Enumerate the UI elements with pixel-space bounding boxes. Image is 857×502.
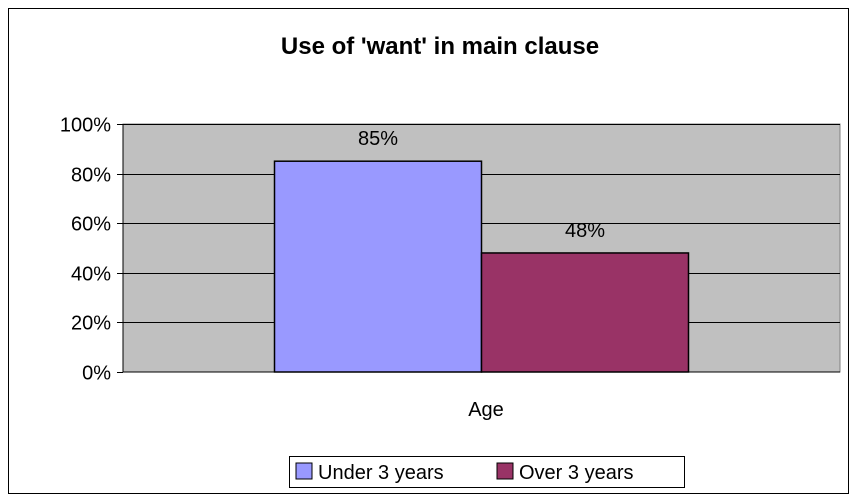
- y-tick-label: 60%: [71, 214, 111, 236]
- chart-title: Use of 'want' in main clause: [281, 33, 599, 60]
- legend-label-under-3-years: Under 3 years: [318, 462, 444, 484]
- legend: Under 3 years Over 3 years: [289, 456, 685, 488]
- y-tick-label: 40%: [71, 264, 111, 286]
- y-tick-label: 20%: [71, 313, 111, 335]
- bars: [273, 160, 690, 373]
- data-label-over-3-years: 48%: [565, 220, 605, 242]
- y-axis: 0% 20% 40% 60% 80% 100%: [60, 115, 123, 385]
- bar-under-3-years: [273, 160, 483, 373]
- data-label-under-3-years: 85%: [358, 128, 398, 150]
- legend-label-over-3-years: Over 3 years: [519, 462, 633, 484]
- y-tick-label: 100%: [60, 115, 111, 137]
- legend-swatch-over-3-years: [496, 462, 514, 480]
- bar-over-3-years: [480, 252, 690, 373]
- data-labels: 85% 48%: [358, 128, 605, 242]
- x-category-label: Age: [468, 399, 504, 421]
- y-tick-label: 0%: [82, 363, 111, 385]
- y-tick-label: 80%: [71, 165, 111, 187]
- legend-swatch-under-3-years: [295, 462, 313, 480]
- legend-box: [289, 456, 685, 488]
